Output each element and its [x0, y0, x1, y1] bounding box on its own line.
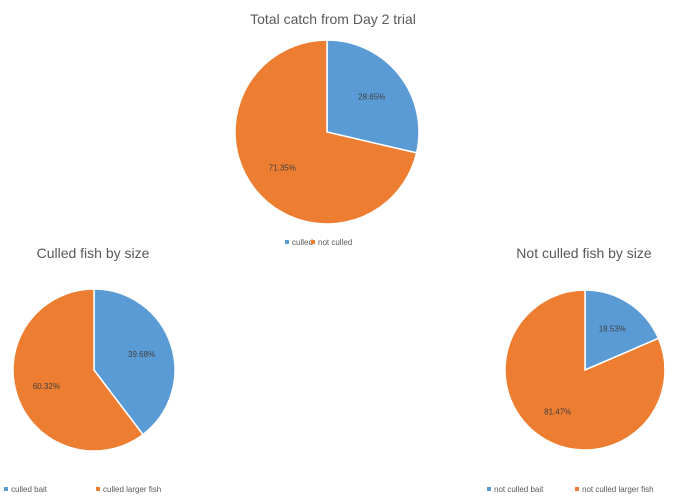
legend-entry: not culled — [311, 238, 352, 247]
legend-label: not culled — [318, 238, 352, 247]
legend-entry: culled larger fish — [96, 485, 161, 494]
pie-slice-culled-larger-fish — [12, 288, 144, 452]
legend-label: not culled bait — [494, 485, 544, 494]
legend-label: culled bait — [11, 485, 48, 494]
legend-entry: culled — [285, 238, 313, 247]
legend-entry: culled bait — [4, 485, 48, 494]
legend-swatch — [96, 487, 100, 491]
data-label: 18.53% — [599, 325, 626, 334]
legend-entry: not culled larger fish — [575, 485, 654, 494]
pie-chart-culled-by-size: Culled fish by size 39.68% 60.32% culled … — [4, 245, 176, 494]
pie-slice-culled — [326, 39, 420, 154]
chart-legend: not culled bait not culled larger fish — [487, 485, 654, 494]
legend-swatch — [311, 240, 315, 244]
legend-swatch — [487, 487, 491, 491]
pie-slice-culled-bait — [93, 288, 176, 436]
legend-swatch — [285, 240, 289, 244]
data-label: 39.68% — [128, 350, 155, 359]
data-label: 71.35% — [269, 164, 296, 173]
data-label: 81.47% — [544, 407, 571, 416]
legend-entry: not culled bait — [487, 485, 544, 494]
legend-swatch — [575, 487, 579, 491]
chart-legend: culled not culled — [285, 238, 352, 247]
chart-title: Total catch from Day 2 trial — [250, 11, 416, 27]
chart-title: Culled fish by size — [37, 245, 150, 261]
legend-label: not culled larger fish — [582, 485, 654, 494]
pie-slice-not-culled-bait — [584, 289, 660, 372]
data-label: 28.65% — [358, 93, 385, 102]
legend-label: culled — [292, 238, 313, 247]
pie-slice-not-culled — [234, 39, 418, 225]
legend-label: culled larger fish — [103, 485, 161, 494]
chart-title: Not culled fish by size — [516, 245, 652, 261]
pie-chart-not-culled-by-size: Not culled fish by size 18.53% 81.47% not… — [487, 245, 666, 494]
data-label: 60.32% — [33, 382, 60, 391]
pie-slice-not-culled-larger-fish — [504, 289, 666, 451]
pie-chart-total-catch: Total catch from Day 2 trial 28.65% 71.35… — [234, 11, 420, 247]
legend-swatch — [4, 487, 8, 491]
chart-legend: culled bait culled larger fish — [4, 485, 161, 494]
